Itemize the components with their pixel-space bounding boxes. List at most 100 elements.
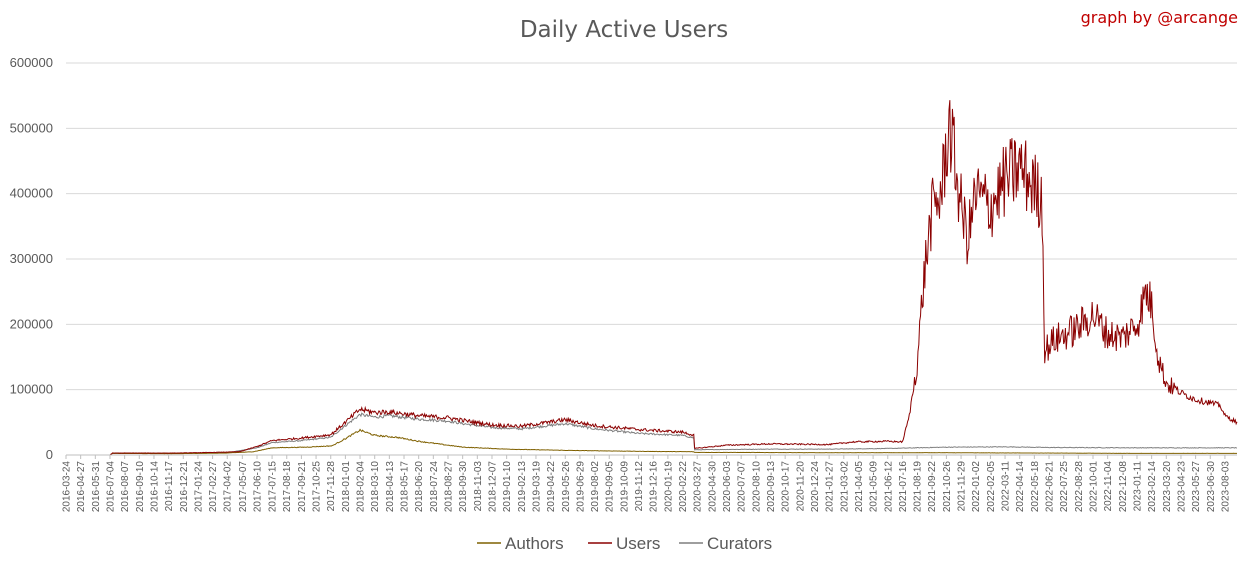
- x-tick-label: 2016-07-04: [105, 461, 116, 513]
- x-tick-label: 2020-11-20: [795, 461, 806, 512]
- x-tick-label: 2022-06-21: [1045, 461, 1056, 513]
- x-tick-label: 2019-05-26: [561, 461, 572, 513]
- x-tick-label: 2019-03-19: [531, 461, 542, 513]
- x-tick-label: 2023-02-14: [1147, 461, 1158, 513]
- x-tick-label: 2019-06-29: [575, 461, 586, 513]
- x-tick-label: 2017-01-24: [193, 461, 204, 513]
- x-tick-label: 2016-05-31: [91, 461, 102, 513]
- x-tick-label: 2022-08-28: [1074, 461, 1085, 513]
- x-tick-label: 2018-07-24: [429, 461, 440, 513]
- x-tick-label: 2018-02-04: [356, 461, 367, 513]
- x-tick-label: 2020-08-10: [751, 461, 762, 513]
- x-tick-label: 2017-11-28: [326, 461, 337, 512]
- x-tick-label: 2021-09-22: [927, 461, 938, 513]
- x-tick-label: 2019-02-13: [517, 461, 528, 513]
- y-tick-label: 500000: [10, 120, 53, 135]
- x-tick-label: 2018-01-01: [341, 461, 352, 513]
- x-tick-label: 2021-07-16: [898, 461, 909, 513]
- x-tick-label: 2020-10-17: [781, 461, 792, 513]
- x-tick-label: 2020-07-07: [737, 461, 748, 513]
- x-tick-label: 2023-04-23: [1176, 461, 1187, 513]
- x-tick-label: 2023-08-03: [1220, 461, 1231, 513]
- x-tick-label: 2022-02-05: [986, 461, 997, 513]
- x-tick-label: 2020-03-27: [693, 461, 704, 513]
- x-tick-label: 2022-05-18: [1030, 461, 1041, 513]
- x-tick-label: 2022-04-14: [1015, 461, 1026, 513]
- x-tick-label: 2020-02-22: [678, 461, 689, 513]
- series-lines: [66, 100, 1238, 456]
- x-tick-label: 2017-07-15: [268, 461, 279, 513]
- x-tick-label: 2019-01-10: [502, 461, 513, 513]
- x-tick-label: 2021-10-26: [942, 461, 953, 513]
- x-tick-label: 2016-03-24: [62, 461, 73, 513]
- x-tick-label: 2023-06-30: [1206, 461, 1217, 513]
- x-tick-label: 2022-10-01: [1088, 461, 1099, 513]
- x-tick-label: 2021-06-12: [883, 461, 894, 513]
- x-tick-label: 2021-01-27: [825, 461, 836, 513]
- x-tick-label: 2021-04-05: [854, 461, 865, 513]
- x-tick-label: 2018-04-13: [385, 461, 396, 513]
- x-tick-label: 2023-01-11: [1132, 461, 1143, 512]
- x-tick-label: 2020-12-24: [810, 461, 821, 513]
- series-line-authors: [66, 428, 1237, 456]
- x-tick-label: 2020-09-13: [766, 461, 777, 513]
- x-tick-label: 2017-10-25: [312, 461, 323, 513]
- gridlines: [66, 62, 1237, 391]
- y-tick-label: 100000: [10, 382, 53, 397]
- x-tick-label: 2017-09-21: [297, 461, 308, 513]
- x-tick-label: 2019-04-22: [546, 461, 557, 513]
- x-tick-label: 2023-05-27: [1191, 461, 1202, 513]
- legend-label-users: Users: [616, 534, 660, 553]
- x-tick-label: 2017-04-02: [223, 461, 234, 513]
- x-tick-label: 2019-08-02: [590, 461, 601, 513]
- x-tick-label: 2016-08-07: [120, 461, 131, 513]
- x-tick-label: 2016-09-10: [135, 461, 146, 513]
- legend-label-curators: Curators: [707, 534, 772, 553]
- x-tick-label: 2019-09-05: [605, 461, 616, 513]
- series-line-users: [66, 100, 1238, 456]
- x-tick-label: 2018-11-03: [473, 461, 484, 512]
- x-tick-label: 2022-01-02: [971, 461, 982, 513]
- x-tick-label: 2017-08-18: [282, 461, 293, 513]
- x-tick-label: 2019-11-12: [634, 461, 645, 512]
- x-tick-label: 2016-12-21: [179, 461, 190, 513]
- legend-label-authors: Authors: [505, 534, 564, 553]
- x-tick-label: 2022-12-08: [1118, 461, 1129, 513]
- y-tick-label: 300000: [10, 251, 53, 266]
- x-tick-label: 2022-07-25: [1059, 461, 1070, 513]
- x-tick-label: 2021-11-29: [957, 461, 968, 512]
- x-tick-label: 2018-03-10: [370, 461, 381, 513]
- series-line-curators: [66, 412, 1238, 456]
- x-tick-label: 2018-12-07: [487, 461, 498, 513]
- x-axis-ticks: 2016-03-24 2016-04-27 2016-05-31 2016-07-04…: [62, 455, 1231, 513]
- y-tick-label: 400000: [10, 186, 53, 201]
- x-tick-label: 2022-03-11: [1001, 461, 1012, 512]
- x-tick-label: 2016-10-14: [149, 461, 160, 513]
- x-tick-label: 2021-08-19: [913, 461, 924, 513]
- x-tick-label: 2019-12-16: [649, 461, 660, 513]
- x-tick-label: 2023-03-20: [1162, 461, 1173, 513]
- x-tick-label: 2018-05-17: [400, 461, 411, 513]
- x-tick-label: 2021-03-02: [839, 461, 850, 513]
- x-tick-label: 2018-08-27: [443, 461, 454, 513]
- legend: Authors Users Curators: [477, 534, 772, 553]
- x-tick-label: 2020-04-30: [707, 461, 718, 513]
- x-tick-label: 2017-02-27: [208, 461, 219, 513]
- x-tick-label: 2020-06-03: [722, 461, 733, 513]
- chart-title: Daily Active Users: [520, 17, 728, 43]
- y-tick-label: 0: [46, 447, 53, 462]
- x-tick-label: 2017-06-10: [252, 461, 263, 513]
- x-tick-label: 2020-01-19: [663, 461, 674, 513]
- x-tick-label: 2018-09-30: [458, 461, 469, 513]
- x-tick-label: 2016-11-17: [164, 461, 175, 512]
- x-tick-label: 2016-04-27: [76, 461, 87, 513]
- y-axis-ticks: 0 100000 200000 300000 400000 500000 600000: [10, 55, 53, 462]
- x-tick-label: 2022-11-04: [1103, 461, 1114, 512]
- x-tick-label: 2021-05-09: [869, 461, 880, 513]
- chart-credit: graph by @arcange: [1081, 8, 1238, 27]
- y-tick-label: 600000: [10, 55, 53, 70]
- x-tick-label: 2017-05-07: [238, 461, 249, 513]
- x-tick-label: 2019-10-09: [619, 461, 630, 513]
- y-tick-label: 200000: [10, 316, 53, 331]
